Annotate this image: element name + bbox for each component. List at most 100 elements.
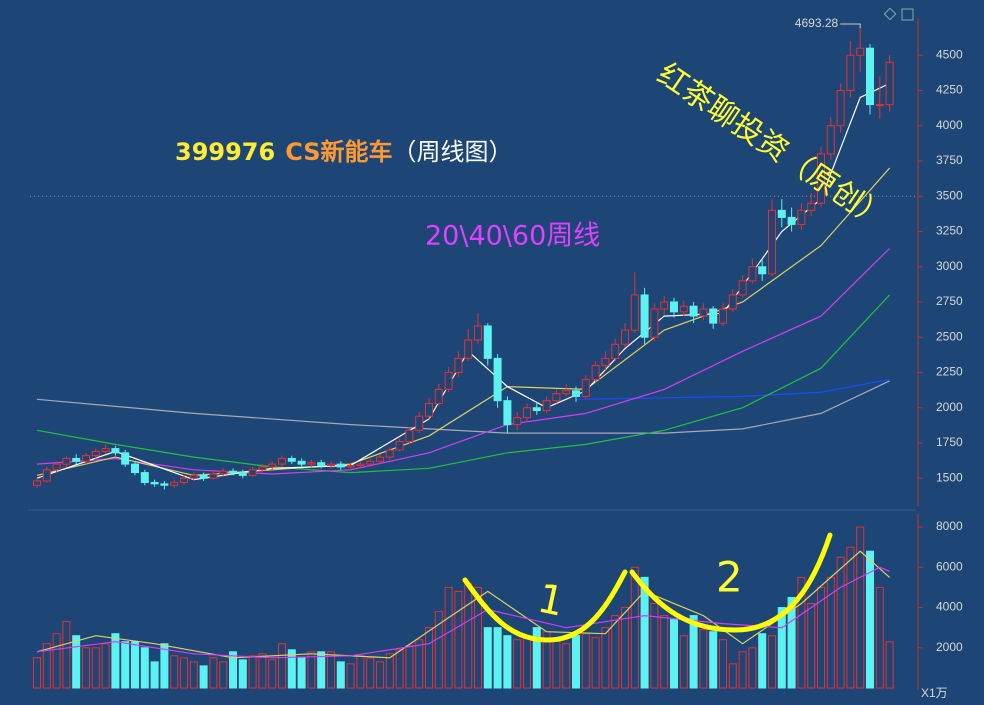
volume-bar xyxy=(278,643,286,689)
candle-body xyxy=(238,472,247,476)
volume-bar xyxy=(817,586,825,689)
volume-bar xyxy=(856,526,865,689)
candle-body xyxy=(738,280,747,296)
candle-body xyxy=(131,463,139,474)
candle-body xyxy=(327,463,335,467)
candle-body xyxy=(268,463,277,468)
candle-body xyxy=(650,308,659,338)
candle-body xyxy=(581,379,590,397)
candle-body xyxy=(503,400,512,426)
candle-body xyxy=(768,209,776,275)
volume-bar xyxy=(797,576,806,689)
candle-body xyxy=(346,465,355,468)
candle-body xyxy=(523,407,531,419)
volume-bar xyxy=(621,607,629,689)
candle-body xyxy=(670,301,678,313)
volume-bar xyxy=(317,651,326,689)
volume-bar xyxy=(42,643,51,689)
volume-bar xyxy=(875,586,884,689)
volume-bar xyxy=(72,635,81,689)
candle-body xyxy=(199,474,208,479)
candle-body xyxy=(366,460,375,465)
volume-bar xyxy=(376,661,384,689)
volume-bar xyxy=(415,639,424,689)
volume-bar xyxy=(640,576,649,689)
volume-bar xyxy=(748,647,757,689)
candle-body xyxy=(846,54,855,91)
volume-bar xyxy=(170,655,179,689)
candle-body xyxy=(385,449,394,458)
y-tick-label: 3500 xyxy=(936,188,963,202)
volume-bar xyxy=(131,641,139,689)
volume-bar xyxy=(846,546,855,689)
volume-bar xyxy=(709,631,718,689)
candle-body xyxy=(817,153,825,204)
y-tick-label: 1750 xyxy=(936,435,963,449)
candle-body xyxy=(748,266,757,282)
volume-bar xyxy=(62,621,71,689)
icon[interactable] xyxy=(901,8,914,21)
candle-body xyxy=(160,483,169,486)
candle-body xyxy=(62,457,71,465)
volume-bar xyxy=(189,661,198,689)
candle-body xyxy=(101,448,110,452)
volume-bar xyxy=(513,639,522,689)
y-tick-label: 4000 xyxy=(936,118,963,132)
volume-bar xyxy=(199,665,208,689)
candle-body xyxy=(699,308,708,317)
y-tick-label: 4000 xyxy=(936,600,963,614)
hand-curve xyxy=(462,569,628,643)
y-tick-label: 8000 xyxy=(936,519,963,533)
candle-body xyxy=(836,89,845,127)
volume-bar xyxy=(679,635,688,689)
candle-body xyxy=(111,448,120,454)
volume-bar xyxy=(425,627,433,689)
title-code: 399976 xyxy=(175,138,275,166)
candle-body xyxy=(189,474,198,479)
volume-bar xyxy=(248,655,257,689)
candle-body xyxy=(640,294,649,338)
candle-body xyxy=(336,463,345,468)
candle-body xyxy=(826,125,835,155)
candle-body xyxy=(513,417,522,426)
volume-bar xyxy=(523,637,531,689)
volume-bar xyxy=(140,647,149,689)
y-tick-label: 3000 xyxy=(936,259,963,273)
volume-bar xyxy=(366,657,375,689)
candle-body xyxy=(150,481,159,485)
y-tick-label: 6000 xyxy=(936,559,963,573)
volume-bar xyxy=(405,645,414,689)
volume-bar xyxy=(474,586,482,689)
y-tick-label: 2750 xyxy=(936,294,963,308)
candle-body xyxy=(689,305,698,317)
candle-body xyxy=(317,462,326,467)
candle-body xyxy=(611,343,620,359)
volume-bar xyxy=(444,586,453,689)
candle-body xyxy=(307,462,316,465)
volume-bar xyxy=(689,615,698,689)
volume-bar xyxy=(238,659,247,689)
candle-body xyxy=(866,47,874,106)
candle-body xyxy=(885,61,894,106)
candle-body xyxy=(42,469,51,482)
title-period: （周线图） xyxy=(393,138,513,166)
volume-bar xyxy=(91,647,100,689)
volume-bar xyxy=(258,653,267,689)
y-tick-label: 4250 xyxy=(936,83,963,97)
candle-body xyxy=(709,308,718,324)
y-tick-label: 3750 xyxy=(936,153,963,167)
candle-body xyxy=(807,202,816,211)
candle-body xyxy=(474,325,482,341)
volume-bar xyxy=(209,657,218,689)
volume-bar xyxy=(160,643,169,689)
candle-body xyxy=(856,47,865,56)
volume-bar xyxy=(180,657,188,689)
icon[interactable] xyxy=(883,7,897,21)
y-tick-label: 2500 xyxy=(936,329,963,343)
volume-bar xyxy=(699,629,708,689)
volume-bar xyxy=(229,651,237,689)
volume-bar xyxy=(503,635,512,689)
candle-body xyxy=(601,357,610,366)
candle-body xyxy=(797,209,806,225)
volume-bar xyxy=(327,651,335,689)
